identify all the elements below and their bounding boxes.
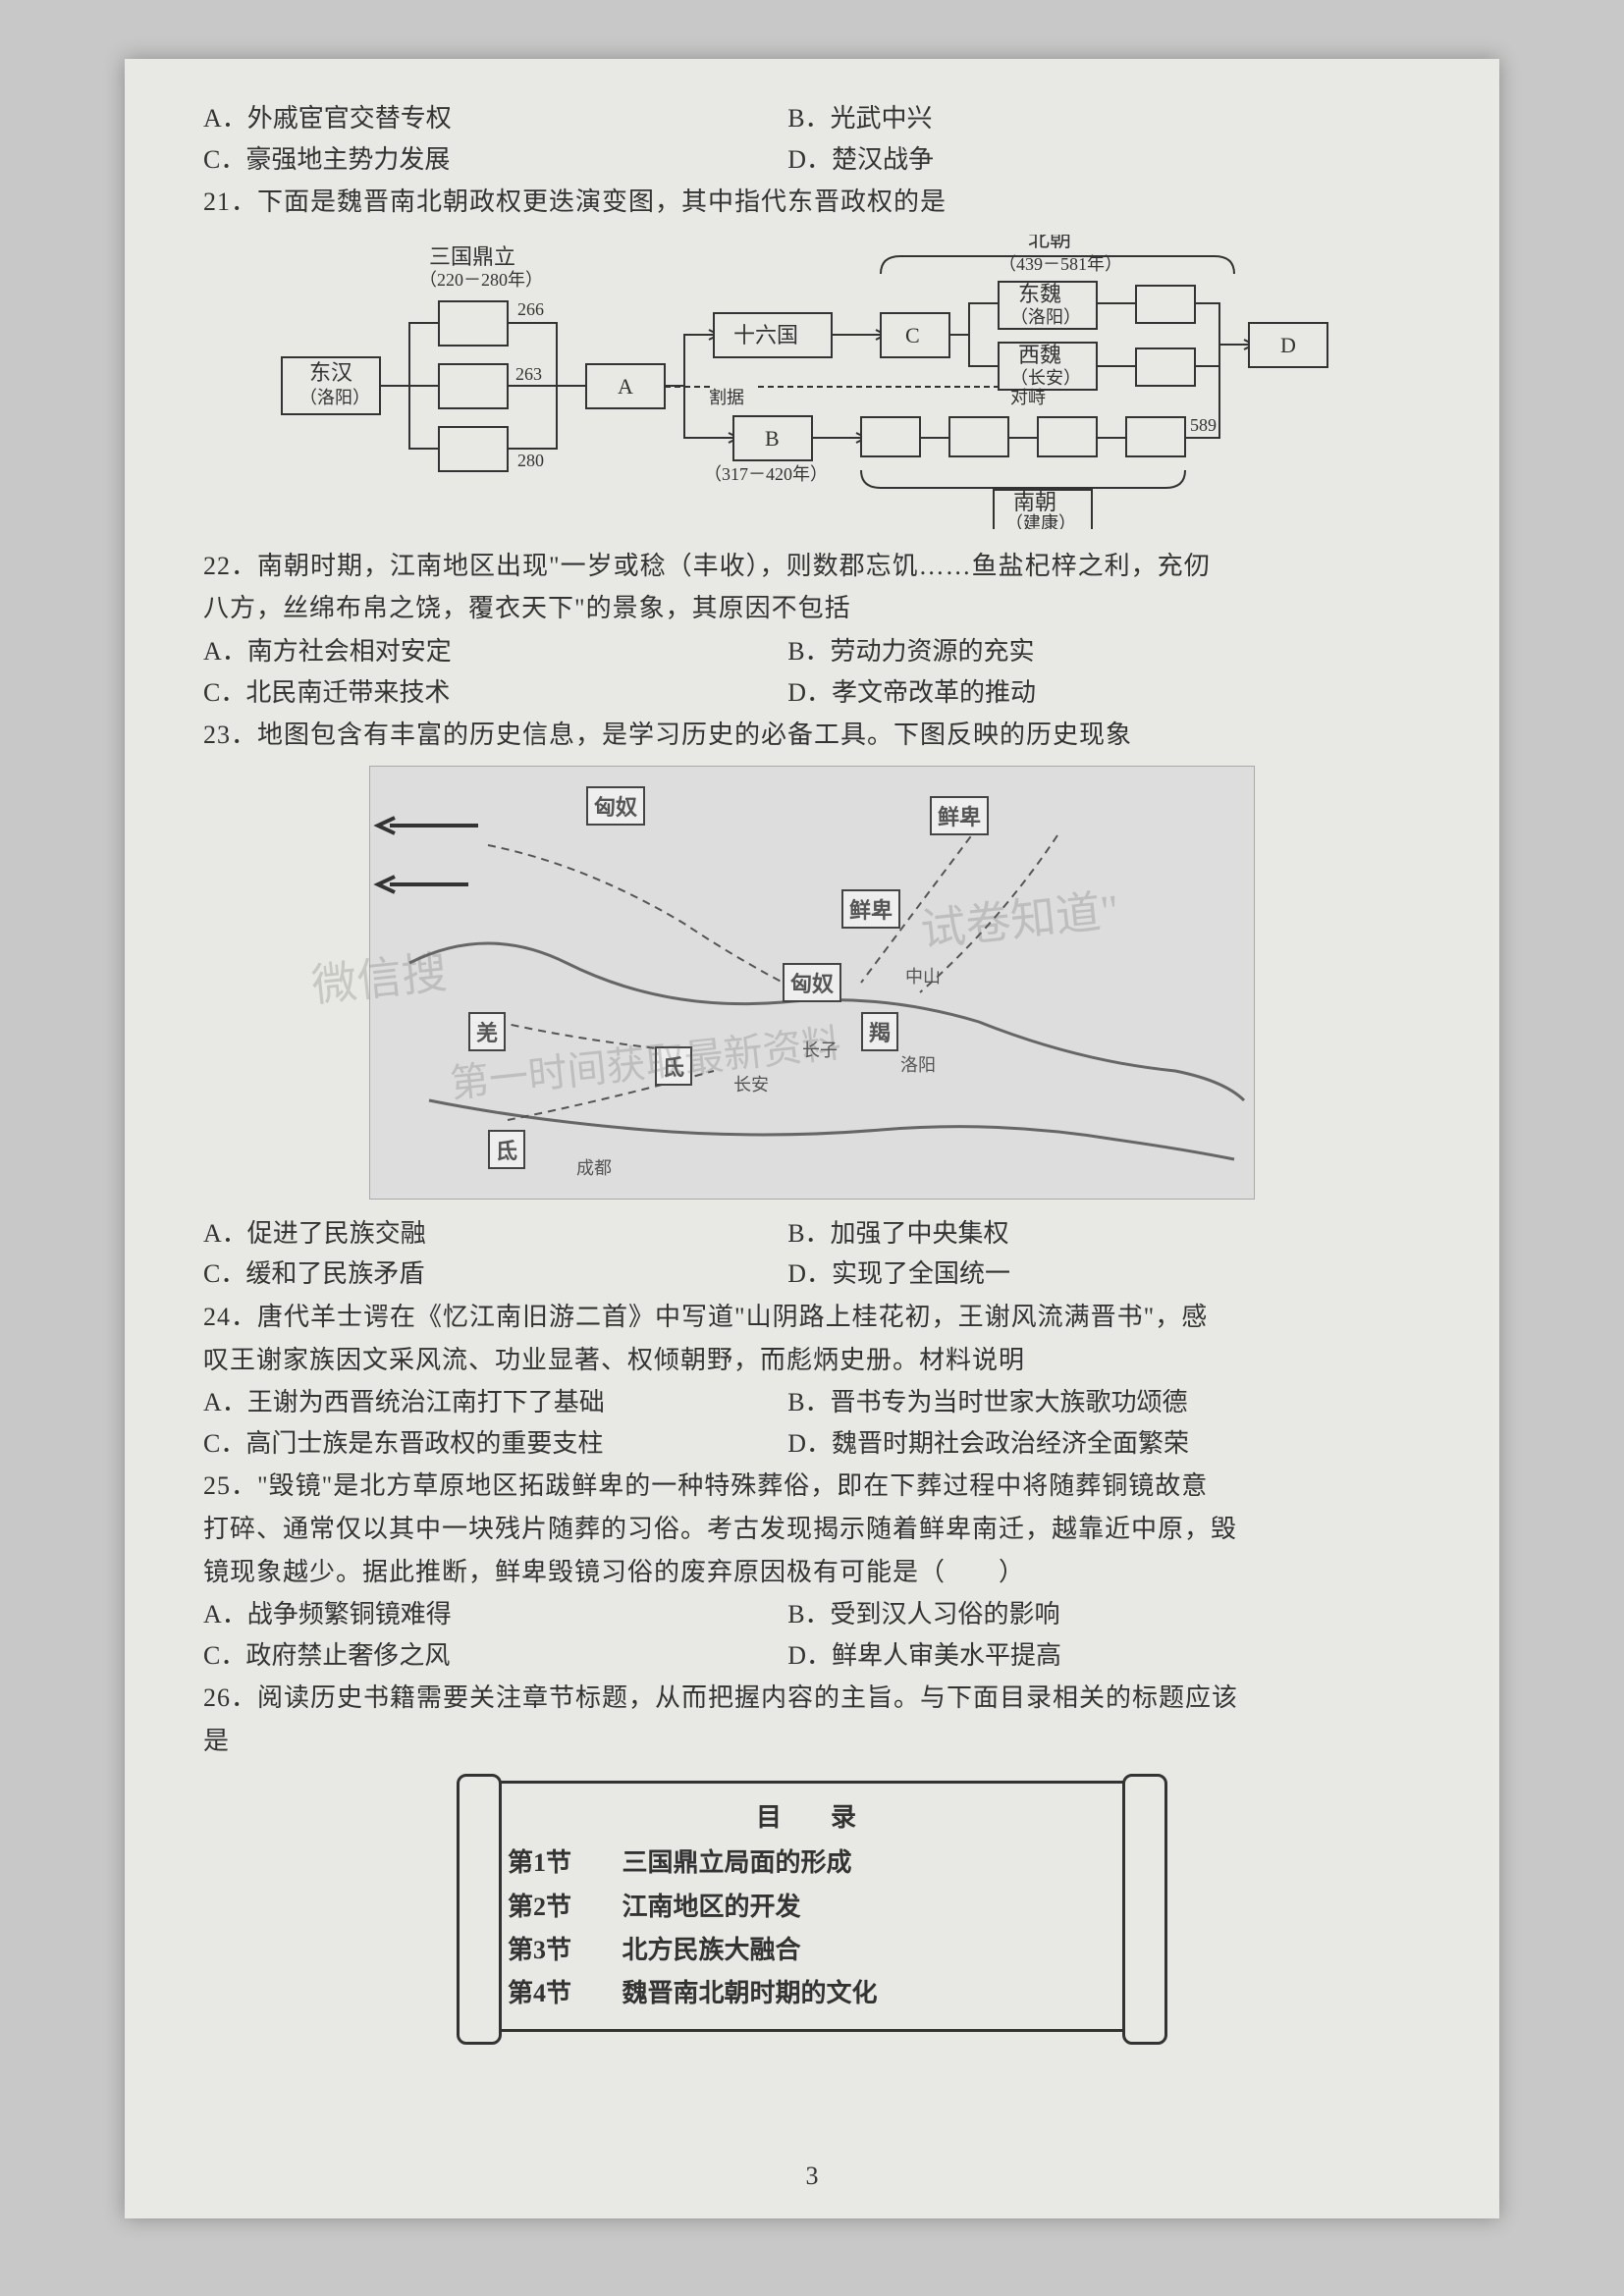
q24-stem2: 叹王谢家族因文采风流、功业显著、权倾朝野，而彪炳史册。材料说明 (203, 1340, 1421, 1381)
toc-sec-1: 第2节 (508, 1886, 616, 1929)
map-changzi: 长子 (802, 1037, 838, 1062)
q24-b: B．晋书专为当时世家大族歌功颂德 (787, 1382, 1372, 1423)
q25-a: A．战争频繁铜镜难得 (203, 1594, 787, 1635)
map-qiang: 羌 (468, 1012, 506, 1051)
q25-c: C．政府禁止奢侈之风 (203, 1635, 787, 1677)
donghan-sub: （洛阳） (299, 388, 370, 407)
q22-b: B．劳动力资源的充实 (787, 631, 1372, 672)
q20-options: A．外戚宦官交替专权 B．光武中兴 C．豪强地主势力发展 D．楚汉战争 (203, 98, 1421, 180)
year-589: 589 (1190, 415, 1217, 435)
map-jie: 羯 (861, 1012, 898, 1051)
donghan-text: 东汉 (309, 360, 352, 385)
toc-row-3: 第4节 魏晋南北朝时期的文化 (508, 1972, 1116, 2015)
q23-a: A．促进了民族交融 (203, 1213, 787, 1255)
map-chengdu: 成都 (576, 1154, 612, 1180)
q24-d: D．魏晋时期社会政治经济全面繁荣 (787, 1423, 1372, 1465)
xiwei-sub: （长安） (1010, 368, 1081, 388)
q24-c: C．高门士族是东晋政权的重要支柱 (203, 1423, 787, 1465)
toc-scroll: 目 录 第1节 三国鼎立局面的形成 第2节 江南地区的开发 第3节 北方民族大融… (475, 1781, 1149, 2032)
map-zhongshan: 中山 (905, 963, 941, 988)
sanguo-label: 三国鼎立 (429, 244, 515, 269)
q24-options: A．王谢为西晋统治江南打下了基础 B．晋书专为当时世家大族歌功颂德 C．高门士族… (203, 1382, 1421, 1464)
map-xianbei1: 鲜卑 (930, 796, 989, 835)
toc-sec-2: 第3节 (508, 1929, 616, 1972)
q22-stem1: 22．南朝时期，江南地区出现"一岁或稔（丰收），则数郡忘饥……鱼盐杞梓之利，充仞 (203, 546, 1421, 587)
toc-sec-0: 第1节 (508, 1842, 616, 1885)
toc-t-2: 北方民族大融合 (623, 1936, 801, 1964)
q25-options: A．战争频繁铜镜难得 B．受到汉人习俗的影响 C．政府禁止奢侈之风 D．鲜卑人审… (203, 1594, 1421, 1676)
map-luoyang: 洛阳 (900, 1051, 936, 1077)
toc-t-3: 魏晋南北朝时期的文化 (623, 1979, 878, 2007)
map-xiongnu2: 匈奴 (783, 963, 841, 1002)
q24-stem1: 24．唐代羊士谔在《忆江南旧游二首》中写道"山阴路上桂花初，王谢风流满晋书"，感 (203, 1297, 1421, 1338)
q23-d: D．实现了全国统一 (787, 1254, 1372, 1295)
q25-b: B．受到汉人习俗的影响 (787, 1594, 1372, 1635)
nanchao: 南朝 (1013, 490, 1056, 514)
q26-stem1: 26．阅读历史书籍需要关注章节标题，从而把握内容的主旨。与下面目录相关的标题应该 (203, 1678, 1421, 1719)
q20-opt-c: C．豪强地主势力发展 (203, 139, 787, 181)
year-266: 266 (517, 299, 544, 319)
q25-d: D．鲜卑人审美水平提高 (787, 1635, 1372, 1677)
beichao-label: 北朝 (1028, 235, 1071, 251)
map-di2: 氐 (488, 1130, 525, 1169)
q22-d: D．孝文帝改革的推动 (787, 672, 1372, 714)
toc-title: 目 录 (508, 1797, 1116, 1834)
q22-stem2: 八方，丝绵布帛之饶，覆衣天下"的景象，其原因不包括 (203, 588, 1421, 629)
map-changan: 长安 (733, 1071, 769, 1096)
duizhi: 对峙 (1010, 388, 1046, 407)
shiliuguo: 十六国 (733, 323, 798, 347)
q21-stem: 21．下面是魏晋南北朝政权更迭演变图，其中指代东晋政权的是 (203, 182, 1421, 223)
xiwei: 西魏 (1018, 343, 1061, 367)
box-c: C (905, 323, 920, 347)
q22-c: C．北民南迁带来技术 (203, 672, 787, 714)
q23-map: 匈奴 鲜卑 鲜卑 匈奴 羯 氐 羌 氐 长安 洛阳 成都 中山 长子 微信搜 试… (369, 766, 1255, 1200)
q23-map-wrap: 匈奴 鲜卑 鲜卑 匈奴 羯 氐 羌 氐 长安 洛阳 成都 中山 长子 微信搜 试… (203, 766, 1421, 1203)
toc-row-1: 第2节 江南地区的开发 (508, 1886, 1116, 1929)
toc-t-1: 江南地区的开发 (623, 1893, 801, 1921)
q25-stem1: 25．"毁镜"是北方草原地区拓跋鲜卑的一种特殊葬俗，即在下葬过程中将随葬铜镜故意 (203, 1466, 1421, 1507)
dongwei: 东魏 (1018, 282, 1061, 306)
year-280: 280 (517, 451, 544, 470)
q23-stem: 23．地图包含有丰富的历史信息，是学习历史的必备工具。下图反映的历史现象 (203, 715, 1421, 756)
toc-sec-3: 第4节 (508, 1972, 616, 2015)
box-a: A (618, 374, 633, 399)
map-xianbei2: 鲜卑 (841, 889, 900, 929)
page-number: 3 (806, 2162, 819, 2191)
map-di1: 氐 (655, 1046, 692, 1086)
nanchao-sub: （建康） (1005, 513, 1076, 529)
year-263: 263 (515, 364, 542, 384)
geju: 割据 (709, 388, 744, 407)
q20-opt-a: A．外戚宦官交替专权 (203, 98, 787, 139)
toc-row-2: 第3节 北方民族大融合 (508, 1929, 1116, 1972)
toc-t-0: 三国鼎立局面的形成 (623, 1848, 852, 1877)
toc-row-0: 第1节 三国鼎立局面的形成 (508, 1842, 1116, 1885)
q23-b: B．加强了中央集权 (787, 1213, 1372, 1255)
q26-stem2: 是 (203, 1721, 1421, 1762)
q21-flowchart: 北朝 （439－581年） 三国鼎立 （220－280年） 东汉 （洛阳） 26… (203, 235, 1421, 529)
beichao-years: （439－581年） (999, 254, 1122, 274)
q20-opt-d: D．楚汉战争 (787, 139, 1408, 181)
sanguo-years: （220－280年） (419, 270, 543, 290)
box-b: B (765, 426, 780, 451)
q25-stem2: 打碎、通常仅以其中一块残片随葬的习俗。考古发现揭示随着鲜卑南迁，越靠近中原，毁 (203, 1509, 1421, 1550)
q23-c: C．缓和了民族矛盾 (203, 1254, 787, 1295)
dongwei-sub: （洛阳） (1010, 307, 1081, 327)
q22-options: A．南方社会相对安定 B．劳动力资源的充实 C．北民南迁带来技术 D．孝文帝改革… (203, 631, 1421, 713)
q20-opt-b: B．光武中兴 (787, 98, 1372, 139)
q22-a: A．南方社会相对安定 (203, 631, 787, 672)
q24-a: A．王谢为西晋统治江南打下了基础 (203, 1382, 787, 1423)
q25-stem3: 镜现象越少。据此推断，鲜卑毁镜习俗的废弃原因极有可能是（ ） (203, 1552, 1421, 1593)
exam-page: A．外戚宦官交替专权 B．光武中兴 C．豪强地主势力发展 D．楚汉战争 21．下… (125, 59, 1499, 2218)
q23-options: A．促进了民族交融 B．加强了中央集权 C．缓和了民族矛盾 D．实现了全国统一 (203, 1213, 1421, 1295)
b-years: （317－420年） (704, 464, 828, 484)
map-xiongnu1: 匈奴 (586, 786, 645, 826)
box-d: D (1280, 333, 1296, 357)
